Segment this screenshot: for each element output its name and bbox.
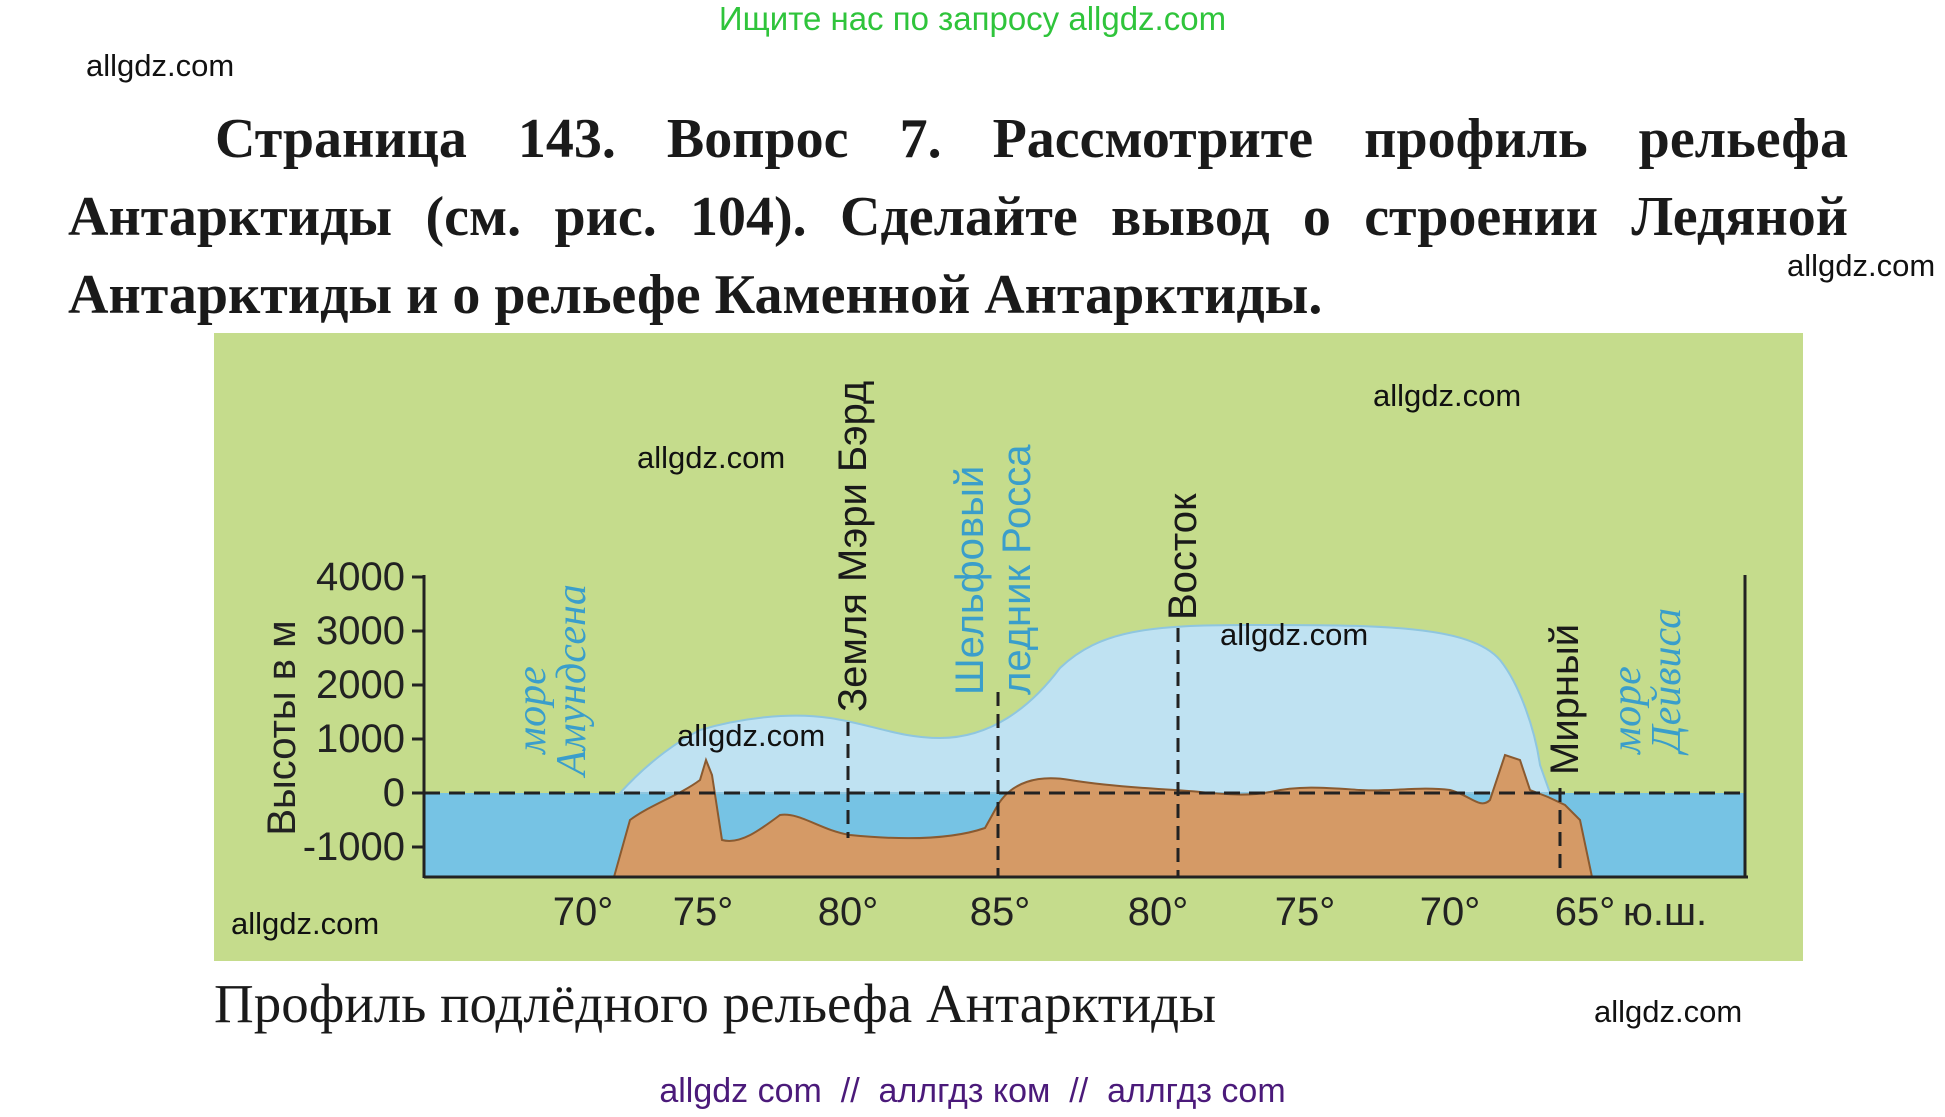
- y-tick-label: 0: [383, 771, 405, 815]
- glacier-label: ледник Росса: [995, 444, 1039, 695]
- y-tick-label: 3000: [316, 609, 405, 653]
- y-tick-label: 1000: [316, 717, 405, 761]
- watermark: allgdz.com: [231, 906, 380, 941]
- ice-sheet: [617, 623, 1552, 794]
- watermark: allgdz.com: [86, 48, 235, 83]
- x-tick-label: 75°: [1275, 890, 1336, 934]
- x-tick-label: 80°: [1128, 890, 1189, 934]
- x-tick-label: 70°: [1420, 890, 1481, 934]
- y-axis-label: Высоты в м: [260, 620, 304, 835]
- search-banner[interactable]: Ищите нас по запросу allgdz.com: [718, 0, 1227, 37]
- watermark: allgdz.com: [637, 440, 786, 475]
- watermark: allgdz.com: [1373, 378, 1522, 413]
- footer-links[interactable]: allgdz com // аллгдз ком // аллгдз com: [659, 1072, 1286, 1110]
- watermark: allgdz.com: [1594, 994, 1743, 1029]
- sea-label: Амундсена: [549, 584, 595, 779]
- place-label: Мирный: [1543, 624, 1587, 775]
- sea-label: море: [1604, 666, 1650, 755]
- question-text: Страница 143. Вопрос 7. Рассмотрите проф…: [68, 108, 1848, 326]
- bedrock: [612, 753, 1594, 878]
- sea-label: Дейвиса: [1644, 608, 1690, 756]
- y-tick-label: 2000: [316, 663, 405, 707]
- place-label: Земля Мэри Бэрд: [831, 381, 875, 712]
- x-unit-label: ю.ш.: [1623, 890, 1707, 934]
- relief-profile-figure: 4000 3000 2000 1000 0 -1000 Высоты в м 7…: [214, 333, 1803, 961]
- watermark: allgdz.com: [677, 718, 826, 753]
- y-tick-label: 4000: [316, 555, 405, 599]
- x-tick-label: 85°: [970, 890, 1031, 934]
- glacier-label: Шельфовый: [948, 466, 992, 695]
- figure-caption: Профиль подлёдного рельефа Антарктиды: [214, 973, 1217, 1034]
- place-label: Восток: [1161, 493, 1205, 620]
- sea-label: море: [509, 666, 555, 755]
- x-tick-label: 70°: [553, 890, 614, 934]
- x-tick-label: 75°: [673, 890, 734, 934]
- x-tick-label: 80°: [818, 890, 879, 934]
- watermark: allgdz.com: [1787, 248, 1936, 283]
- y-tick-label: -1000: [303, 825, 405, 869]
- watermark: allgdz.com: [1220, 617, 1369, 652]
- x-tick-label: 65°: [1555, 890, 1616, 934]
